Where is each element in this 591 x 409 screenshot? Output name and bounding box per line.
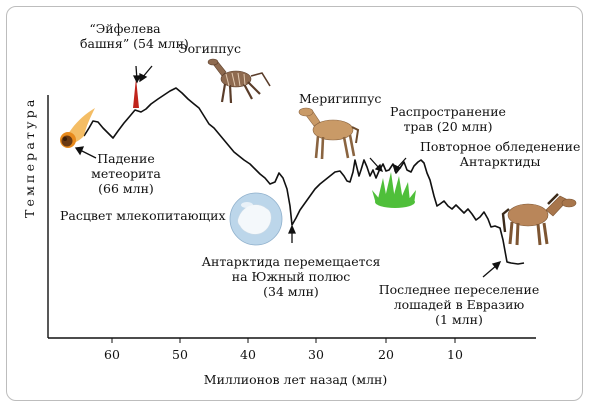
- annotation-line: трав (20 млн): [403, 119, 493, 134]
- meteor-annotation: Падение метеорита (66 млн): [88, 151, 164, 196]
- grass-annotation: Распространение трав (20 млн): [386, 104, 510, 134]
- annotation-line: Последнее переселение: [378, 282, 540, 297]
- mesohippus-label: Меригиппус: [299, 91, 382, 106]
- x-tick-label: 20: [378, 347, 394, 362]
- y-axis-label: Температура: [22, 96, 37, 218]
- annotation-line: Антарктида перемещается: [201, 254, 381, 269]
- eohippus-icon: [207, 58, 271, 104]
- eiffel-tower-spike: [133, 78, 139, 108]
- annotation-line: лошадей в Евразию: [393, 297, 525, 312]
- eurasia-annotation: Последнее переселение лошадей в Евразию …: [378, 282, 540, 327]
- annotation-line: Антарктиды: [459, 154, 541, 169]
- antarctic-glaciation-annotation: Повторное обледенение Антарктиды: [420, 139, 580, 169]
- mammals-label: Расцвет млекопитающих: [60, 208, 226, 223]
- annotation-line: башня” (54 млн): [80, 36, 189, 51]
- antarctica-globe-icon: [229, 192, 283, 246]
- annotation-line: “Эйфелева: [89, 21, 161, 36]
- annotation-line: Падение: [97, 151, 155, 166]
- eohippus-label: Эогиппус: [178, 41, 241, 56]
- x-tick-label: 50: [172, 347, 188, 362]
- x-tick-label: 30: [308, 347, 324, 362]
- diagram-frame: [6, 6, 583, 401]
- x-tick-marks: [111, 338, 456, 343]
- antarctica-annotation: Антарктида перемещается на Южный полюс (…: [198, 254, 384, 299]
- temperature-curve: [83, 87, 525, 265]
- x-tick-label: 60: [104, 347, 120, 362]
- modern-horse-icon: [501, 193, 577, 246]
- annotation-line: Распространение: [390, 104, 506, 119]
- grass-icon: [372, 172, 416, 208]
- annotation-line: (1 млн): [435, 312, 483, 327]
- x-tick-label: 10: [447, 347, 463, 362]
- annotation-line: (34 млн): [263, 284, 319, 299]
- mesohippus-icon: [298, 107, 360, 160]
- x-axis-label: Миллионов лет назад (млн): [203, 372, 388, 387]
- annotation-line: метеорита: [91, 166, 161, 181]
- eiffel-tower-annotation: “Эйфелева башня” (54 млн): [80, 21, 189, 51]
- annotation-line: (66 млн): [98, 181, 154, 196]
- meteor-icon: [60, 108, 95, 148]
- annotation-line: на Южный полюс: [231, 269, 351, 284]
- x-tick-label: 40: [240, 347, 256, 362]
- annotation-arrows: [74, 65, 502, 278]
- annotation-line: Повторное обледенение: [420, 139, 581, 154]
